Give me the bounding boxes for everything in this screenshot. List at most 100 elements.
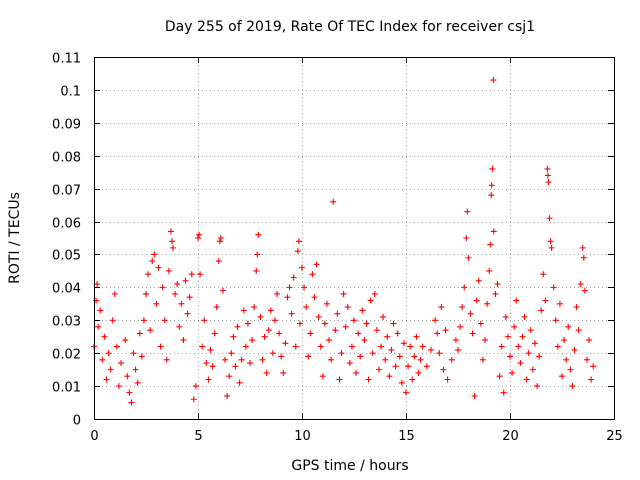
- data-point: [147, 327, 154, 334]
- y-tick-label: 0.01: [52, 381, 81, 396]
- plot-frame: [94, 57, 615, 420]
- data-point: [545, 179, 552, 186]
- data-point: [184, 310, 191, 317]
- data-point: [115, 383, 122, 390]
- data-point: [396, 353, 403, 360]
- axis-ticks: [94, 57, 615, 420]
- y-tick-label: 0.03: [52, 315, 81, 330]
- data-point: [521, 313, 528, 320]
- data-point: [319, 373, 326, 380]
- data-point: [567, 366, 574, 373]
- data-point: [109, 317, 116, 324]
- data-point: [369, 350, 376, 357]
- data-point: [432, 317, 439, 324]
- data-point: [588, 376, 595, 383]
- data-point: [452, 337, 459, 344]
- data-point: [290, 274, 297, 281]
- data-point: [340, 290, 347, 297]
- data-point: [351, 317, 357, 324]
- data-point: [97, 307, 104, 314]
- data-point: [542, 297, 549, 304]
- data-point: [161, 317, 168, 324]
- data-point: [464, 208, 471, 215]
- data-point: [580, 254, 587, 261]
- data-point: [488, 192, 495, 199]
- data-point: [196, 231, 203, 238]
- data-point: [492, 290, 499, 297]
- data-point: [554, 343, 561, 350]
- data-point: [284, 294, 291, 301]
- data-point: [330, 198, 337, 205]
- data-point: [459, 304, 466, 311]
- data-point: [311, 294, 318, 301]
- data-point: [544, 172, 551, 179]
- data-point: [394, 330, 401, 337]
- data-point: [473, 297, 480, 304]
- data-point: [211, 330, 218, 337]
- data-point: [375, 366, 382, 373]
- data-point: [440, 366, 447, 373]
- data-point: [254, 251, 261, 258]
- y-tick-label: 0.04: [52, 282, 81, 297]
- data-point: [538, 307, 545, 314]
- data-point: [550, 284, 557, 291]
- data-point: [172, 290, 179, 297]
- data-point: [367, 297, 374, 304]
- data-point: [471, 392, 478, 399]
- data-point: [226, 373, 233, 380]
- data-point: [548, 244, 555, 251]
- data-point: [105, 350, 112, 357]
- data-point: [590, 363, 597, 370]
- data-point: [348, 343, 355, 350]
- y-axis-tick-labels: 0 0.01 0.02 0.03 0.04 0.05 0.06 0.07 0.08 0.09 0.1…: [52, 52, 81, 429]
- data-point: [95, 323, 102, 330]
- data-point: [490, 228, 497, 235]
- data-point: [213, 304, 220, 311]
- data-point: [461, 284, 468, 291]
- data-point: [274, 290, 281, 297]
- data-point: [575, 327, 582, 334]
- data-point: [136, 330, 143, 337]
- data-point: [487, 241, 494, 248]
- data-point: [498, 343, 505, 350]
- data-point: [469, 330, 476, 337]
- data-point: [230, 333, 237, 340]
- data-point: [378, 343, 385, 350]
- y-tick-label: 0.08: [52, 151, 81, 166]
- data-point: [313, 261, 320, 268]
- data-point: [411, 353, 418, 360]
- data-point: [138, 353, 145, 360]
- data-point: [489, 165, 496, 172]
- data-point: [482, 337, 489, 344]
- y-tick-label: 0: [73, 414, 81, 429]
- data-point: [280, 369, 287, 376]
- data-point: [547, 238, 554, 245]
- data-point: [413, 333, 420, 340]
- data-point: [523, 376, 530, 383]
- data-point: [205, 376, 212, 383]
- data-point: [111, 290, 118, 297]
- data-point: [417, 356, 424, 363]
- data-point: [581, 287, 588, 294]
- data-point: [163, 356, 170, 363]
- data-point: [517, 360, 524, 367]
- data-point: [236, 379, 243, 386]
- data-point: [207, 346, 214, 353]
- data-point: [153, 300, 160, 307]
- x-tick-label: 5: [194, 429, 202, 444]
- data-point: [455, 346, 461, 353]
- data-point: [301, 284, 308, 291]
- data-point: [479, 356, 486, 363]
- data-point: [294, 248, 301, 255]
- data-points: [91, 77, 597, 406]
- data-point: [438, 304, 445, 311]
- data-point: [363, 320, 370, 327]
- data-point: [219, 287, 226, 294]
- data-point: [238, 356, 245, 363]
- data-point: [509, 369, 516, 376]
- data-point: [155, 264, 162, 271]
- data-point: [515, 343, 522, 350]
- data-point: [552, 317, 559, 324]
- data-point: [232, 363, 239, 370]
